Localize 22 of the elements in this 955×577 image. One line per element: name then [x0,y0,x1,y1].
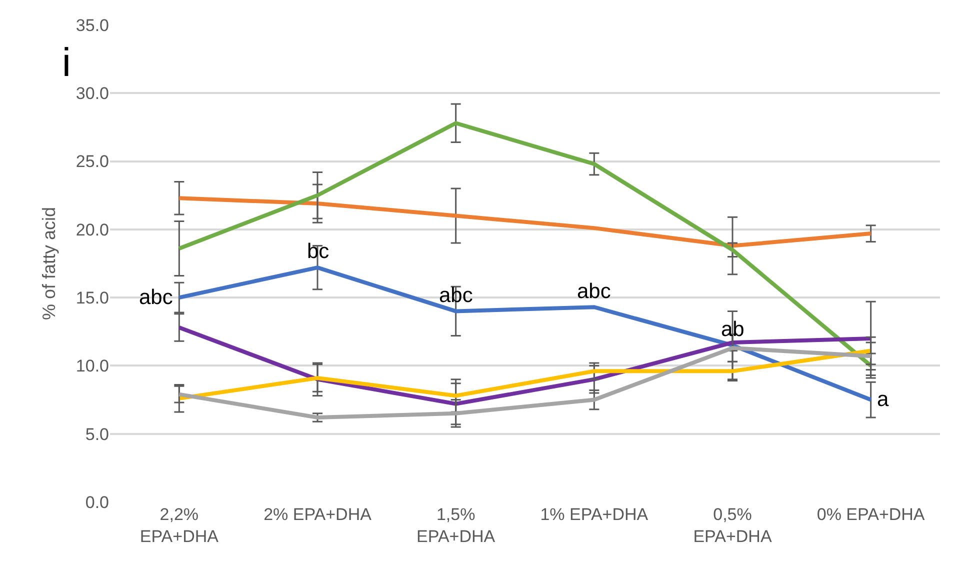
x-tick-label: 2,2% EPA+DHA [140,505,220,546]
x-tick-label: 0,5% EPA+DHA [693,505,772,546]
y-axis-title: % of fatty acid [39,206,60,320]
y-tick-label: 20.0 [76,220,109,240]
y-tick-label: 35.0 [76,16,109,35]
y-tick-label: 5.0 [85,424,109,444]
y-tick-label: 25.0 [76,152,109,172]
annotation: a [877,388,889,411]
y-tick-label: 30.0 [76,84,109,104]
annotation: abc [577,280,611,303]
annotation: abc [139,286,173,309]
line-series [177,121,873,368]
y-tick-label: 10.0 [76,356,109,376]
x-tick-label: 1,5% EPA+DHA [416,505,496,546]
text: i [62,41,71,85]
line-series [177,348,873,400]
x-tick-label: 1% EPA+DHA [540,505,649,524]
x-tick-label: 2% EPA+DHA [264,505,372,524]
y-tick-label: 0.0 [85,492,109,512]
x-tick-label: 0% EPA+DHA [816,505,926,524]
line-series [177,266,873,402]
y-tick-label: 15.0 [76,288,109,308]
